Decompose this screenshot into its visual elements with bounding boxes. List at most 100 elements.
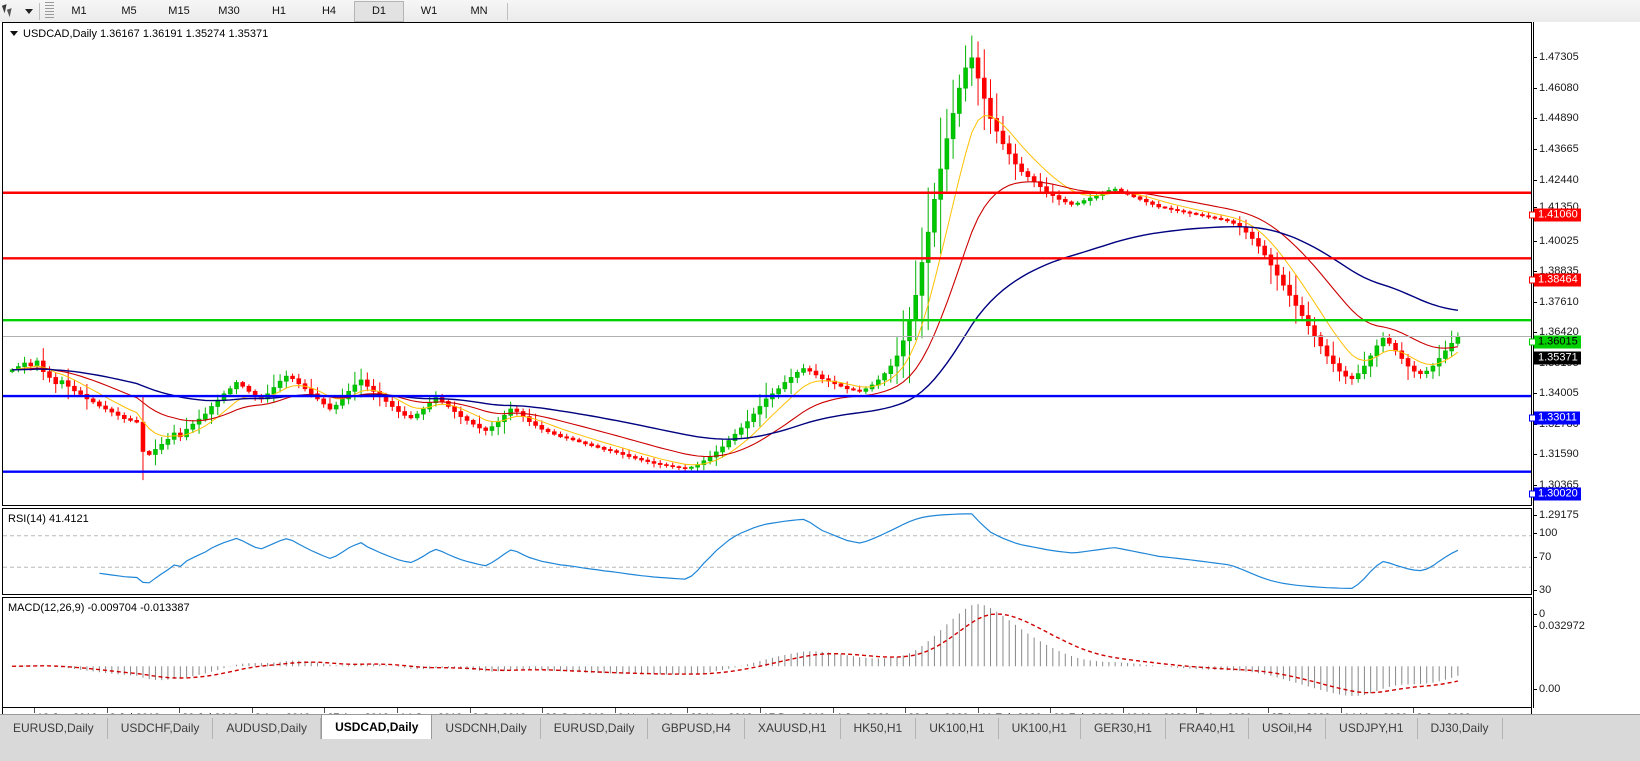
chart-workspace: USDCAD,Daily 1.36167 1.36191 1.35274 1.3… (0, 22, 1640, 760)
collapse-caret-icon[interactable] (10, 30, 18, 36)
rsi-tick-label: 100 (1539, 527, 1558, 539)
price-line-handle[interactable] (1529, 276, 1536, 284)
timeframe-m15[interactable]: M15 (168, 5, 190, 17)
time-separator (106, 708, 108, 713)
time-separator (324, 708, 326, 713)
time-separator (1050, 708, 1052, 713)
chart-tab[interactable]: UK100,H1 (999, 718, 1081, 739)
price-tick-label: 1.44890 (1539, 112, 1579, 124)
rsi-tick (1533, 533, 1537, 534)
timeframe-m1[interactable]: M1 (71, 5, 87, 17)
price-scale[interactable]: 1.473051.460801.448901.436651.424401.413… (1529, 22, 1640, 729)
macd-histogram (17, 604, 1459, 697)
macd-tick-label: 0.00 (1539, 682, 1561, 695)
price-tick-label: 1.36420 (1539, 325, 1579, 338)
macd-tick (1533, 626, 1537, 627)
price-pane-header: USDCAD,Daily 1.36167 1.36191 1.35274 1.3… (10, 28, 268, 40)
chart-tab[interactable]: XAUUSD,H1 (745, 718, 841, 739)
price-tick-label: 1.42440 (1539, 173, 1579, 186)
price-tick-label: 1.46080 (1539, 81, 1579, 94)
toolbar-divider (507, 2, 508, 20)
timeframe-d1[interactable]: D1 (354, 0, 404, 22)
chart-tabbar: EURUSD,Daily USDCHF,Daily AUDUSD,Daily USDC… (0, 714, 1640, 761)
chart-tab[interactable]: USDCNH,Daily (432, 718, 541, 739)
price-pane-header-text: USDCAD,Daily 1.36167 1.36191 1.35274 1.3… (23, 28, 269, 40)
macd-tick-label: 0.032972 (1539, 620, 1585, 632)
price-pane[interactable] (2, 22, 1532, 506)
time-separator (1413, 708, 1415, 713)
price-tick (1533, 118, 1537, 119)
rsi-tick-label: 0 (1539, 608, 1546, 620)
cursor-arrow-icon[interactable] (0, 1, 22, 21)
ma-slow-line (12, 226, 1459, 440)
time-separator (977, 708, 979, 713)
chart-tab[interactable]: GBPUSD,H4 (648, 718, 745, 739)
chart-tab[interactable]: HK50,H1 (841, 718, 917, 739)
price-line-handle[interactable] (1529, 414, 1536, 422)
macd-pane[interactable] (2, 597, 1532, 708)
time-separator (614, 708, 616, 713)
time-separator (1122, 708, 1124, 713)
time-separator (832, 708, 834, 713)
time-separator (179, 708, 181, 713)
price-tick-label: 1.47305 (1539, 51, 1579, 63)
candlestick-series (9, 35, 1461, 481)
chart-tab-active[interactable]: USDCAD,Daily (321, 715, 433, 739)
price-line-handle[interactable] (1529, 490, 1536, 498)
time-separator (251, 708, 253, 713)
rsi-tick-label: 70 (1539, 551, 1552, 564)
timeframe-m30[interactable]: M30 (218, 5, 240, 17)
ma-mid-line (12, 181, 1458, 458)
chart-tab[interactable]: USDJPY,H1 (1326, 718, 1418, 739)
price-tick (1533, 57, 1537, 58)
time-separator (396, 708, 398, 713)
toolbar-divider (39, 2, 40, 20)
horizontal-scrollbar[interactable] (0, 741, 1640, 755)
price-tick (1533, 515, 1537, 516)
chart-tab[interactable]: GER30,H1 (1081, 718, 1166, 739)
price-label-last-price[interactable]: 1.35371 (1534, 351, 1581, 365)
time-separator (905, 708, 907, 713)
time-separator (1195, 708, 1197, 713)
price-tick-label: 1.29175 (1539, 509, 1579, 521)
chart-tab[interactable]: EURUSD,Daily (541, 718, 649, 739)
chart-tab[interactable]: EURUSD,Daily (0, 718, 108, 739)
drag-grip-icon[interactable] (45, 2, 54, 20)
price-tick (1533, 207, 1537, 209)
time-separator (469, 708, 471, 713)
price-label-resistance-2[interactable]: 1.38464 (1529, 273, 1581, 287)
chart-tab[interactable]: USDCHF,Daily (108, 718, 214, 739)
rsi-line (99, 513, 1459, 590)
chart-tab[interactable]: UK100,H1 (916, 718, 999, 739)
price-axis-line (1533, 22, 1534, 708)
chart-tab-strip: EURUSD,Daily USDCHF,Daily AUDUSD,Daily USDC… (0, 715, 1640, 739)
price-label-support-blue-2[interactable]: 1.30020 (1529, 487, 1581, 501)
price-label-support-blue-1[interactable]: 1.33011 (1529, 411, 1580, 425)
price-label-support-green[interactable]: 1.36015 (1529, 335, 1581, 349)
price-tick (1533, 179, 1537, 181)
price-line-handle[interactable] (1529, 338, 1536, 346)
timeframe-h4[interactable]: H4 (321, 5, 337, 17)
chevron-down-icon[interactable] (22, 1, 36, 21)
price-tick (1533, 392, 1537, 394)
chart-tab[interactable]: DJ30,Daily (1418, 718, 1503, 739)
price-tick-label: 1.40025 (1539, 234, 1579, 247)
price-tick (1533, 240, 1537, 242)
price-line-handle[interactable] (1529, 211, 1536, 219)
timeframe-toolbar: M1 M5 M15 M30 H1 H4 D1 W1 MN (0, 0, 1640, 23)
price-tick (1533, 453, 1537, 455)
chart-tab[interactable]: FRA40,H1 (1166, 718, 1250, 739)
time-separator (33, 708, 35, 713)
timeframe-buttons: M1 M5 M15 M30 H1 H4 D1 W1 MN (54, 0, 511, 22)
chart-tab[interactable]: AUDUSD,Daily (213, 718, 322, 739)
rsi-tick-label: 30 (1539, 583, 1552, 596)
timeframe-m5[interactable]: M5 (121, 5, 137, 17)
timeframe-w1[interactable]: W1 (420, 5, 438, 17)
chart-tab[interactable]: USOil,H4 (1249, 718, 1327, 739)
price-tick (1533, 331, 1537, 333)
timeframe-mn[interactable]: MN (470, 5, 488, 17)
price-label-resistance-1[interactable]: 1.41060 (1529, 208, 1581, 222)
rsi-pane[interactable] (2, 508, 1532, 595)
price-tick (1533, 270, 1537, 272)
timeframe-h1[interactable]: H1 (271, 5, 287, 17)
